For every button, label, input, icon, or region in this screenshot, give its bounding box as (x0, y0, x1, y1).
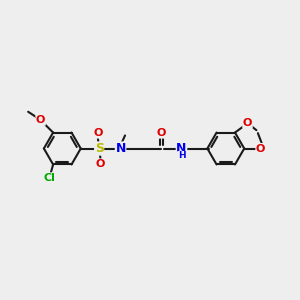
Text: N: N (116, 142, 126, 155)
Text: H: H (178, 152, 185, 160)
Text: O: O (157, 128, 166, 138)
Text: O: O (36, 115, 45, 125)
Text: O: O (96, 159, 105, 169)
Text: O: O (256, 143, 265, 154)
Text: N: N (176, 142, 187, 155)
Text: S: S (95, 142, 104, 155)
Text: Cl: Cl (44, 173, 56, 183)
Text: O: O (93, 128, 102, 138)
Text: O: O (243, 118, 252, 128)
